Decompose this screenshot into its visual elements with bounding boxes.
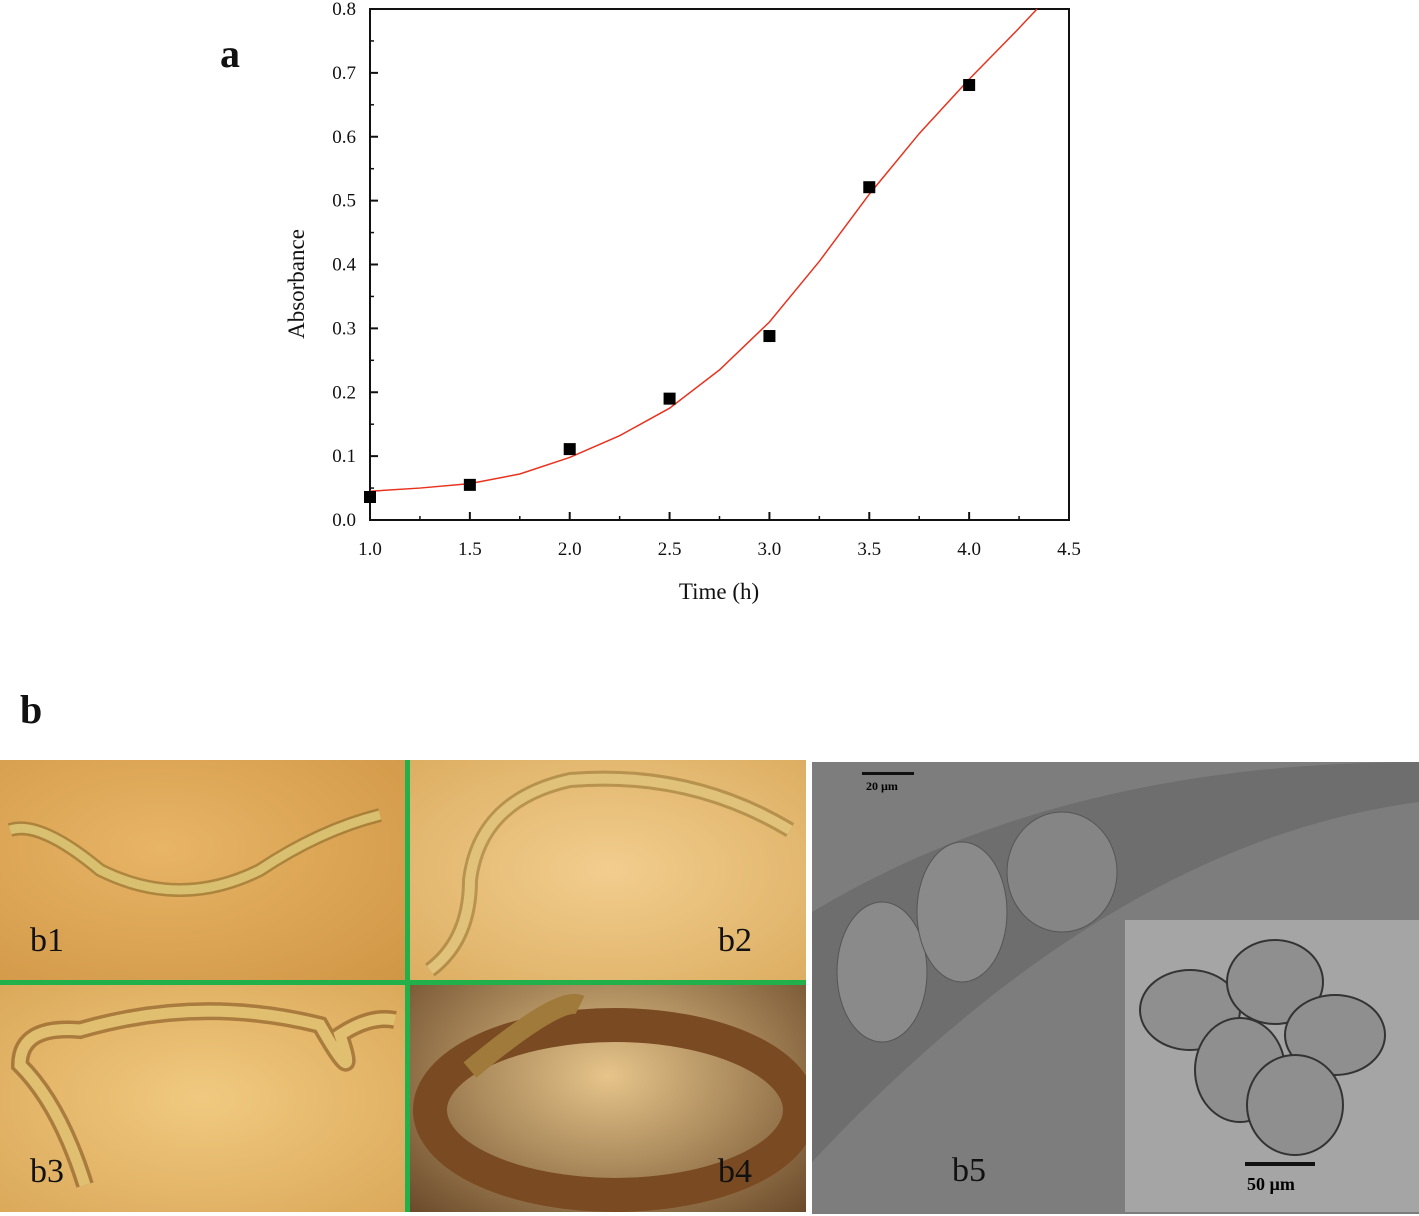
panel-a-label: a [220,31,240,76]
y-axis-title: Absorbance [284,229,309,339]
label-b5: b5 [952,1152,986,1189]
x-tick-label: 2.0 [558,539,582,560]
y-tick-label: 0.3 [332,318,356,339]
data-point [663,392,676,405]
data-point [364,491,376,504]
x-tick-label: 2.5 [658,539,682,560]
scale-bar-50 [1245,1162,1315,1166]
y-tick-label: 0.0 [332,510,356,531]
x-tick-label: 1.0 [358,539,382,560]
scale-bar-20 [862,772,914,775]
x-tick-label: 3.5 [857,539,881,560]
separator-vertical [405,760,410,1212]
growth-chart: 1.0 1.5 2.0 2.5 3.0 3.5 4.0 4.5 0.0 0.1 0.2 0.3 0.4 0… [284,0,1081,604]
x-axis-title: Time (h) [679,579,759,604]
micrograph-b1: b1 [0,760,405,980]
chart-marks [364,8,1038,504]
micrograph-b5: 20 µm 50 µm b5 [812,762,1419,1214]
micrograph-b2: b2 [410,760,806,980]
data-point [563,443,576,456]
panel-b-label: b [20,687,43,732]
y-tick-label: 0.4 [332,255,356,276]
y-tick-label: 0.6 [332,127,356,148]
chart-axes: 1.0 1.5 2.0 2.5 3.0 3.5 4.0 4.5 0.0 0.1 0.2 0.3 0.4 0… [332,0,1081,560]
y-tick-label: 0.8 [332,0,356,20]
data-point [463,478,476,491]
label-b3: b3 [30,1153,64,1190]
inset-eggs: 50 µm [1125,920,1419,1212]
y-tick-label: 0.5 [332,191,356,212]
x-tick-label: 1.5 [458,539,482,560]
label-b2: b2 [718,922,752,959]
label-b4: b4 [718,1153,752,1190]
micrograph-b3: b3 [0,985,405,1212]
data-point [863,181,876,194]
separator-horizontal [0,980,806,985]
micrograph-b4: b4 [410,985,806,1212]
x-tick-label: 4.5 [1057,539,1081,560]
scale-bar-20-label: 20 µm [866,779,898,793]
data-point [763,330,776,343]
fit-curve [369,8,1038,493]
y-tick-label: 0.7 [332,63,356,84]
x-tick-label: 3.0 [758,539,782,560]
y-tick-label: 0.1 [332,446,356,467]
data-point [963,79,976,92]
scale-bar-50-label: 50 µm [1247,1174,1295,1194]
y-tick-label: 0.2 [332,382,356,403]
label-b1: b1 [30,922,64,959]
x-tick-label: 4.0 [957,539,981,560]
